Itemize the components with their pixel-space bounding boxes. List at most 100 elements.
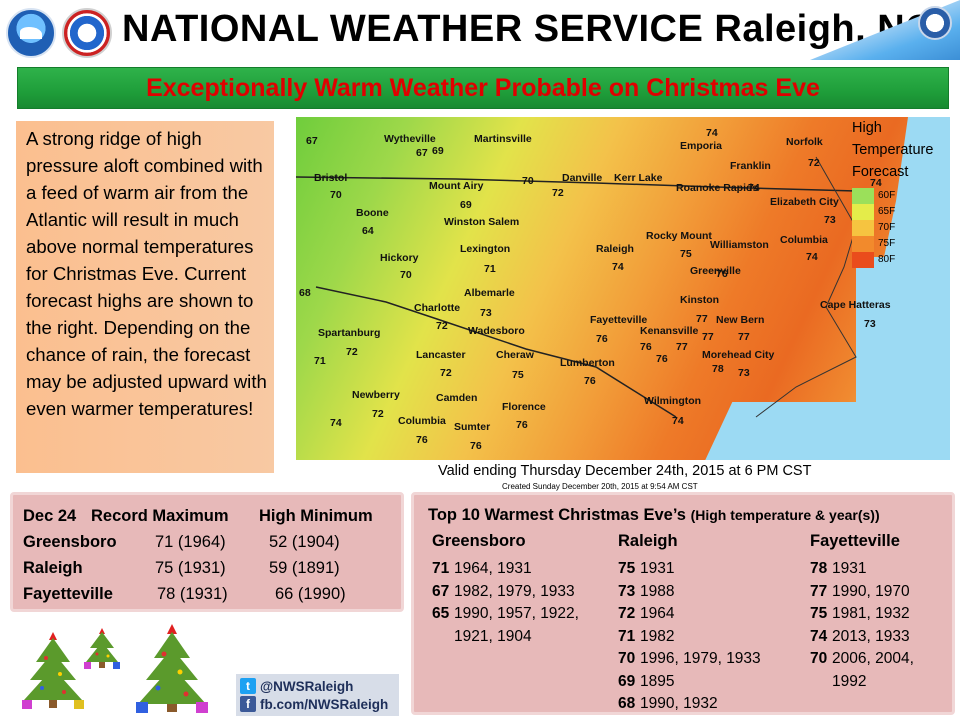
map-city-label: Franklin [730, 160, 771, 172]
map-city-label: Newberry [352, 389, 400, 401]
top10-entry: 69 1895 [618, 671, 808, 694]
description-box: A strong ridge of high pressure aloft co… [16, 121, 274, 473]
legend-swatch [852, 236, 874, 252]
top10-temp: 65 [432, 605, 450, 622]
record-city: Raleigh [23, 559, 83, 577]
record-max: 75 (1931) [155, 559, 226, 577]
top10-years: 1982 [640, 627, 675, 645]
map-temp-value: 72 [552, 187, 564, 199]
map-city-label: Lancaster [416, 349, 466, 361]
top10-box: Top 10 Warmest Christmas Eve’s (High tem… [411, 492, 955, 715]
records-date: Dec 24 [23, 507, 77, 525]
map-city-label: Columbia [398, 415, 446, 427]
map-city-label: Emporia [680, 140, 723, 152]
map-temp-value: 74 [612, 261, 624, 273]
top10-entry: 70 1996, 1979, 1933 [618, 648, 808, 671]
map-temp-value: 76 [470, 440, 482, 452]
map-city-label: Hickory [380, 252, 419, 264]
map-city-label: Bristol [314, 172, 348, 184]
map-city-label: Lumberton [560, 357, 615, 369]
map-temp-value: 76 [596, 333, 608, 345]
created-time: Created Sunday December 20th, 2015 at 9:… [502, 482, 698, 491]
legend-label: 60F [878, 190, 896, 201]
legend-swatch [852, 204, 874, 220]
map-temp-value: 69 [432, 145, 444, 157]
top10-temp: 69 [618, 672, 636, 690]
forecast-map: Wytheville 67 Martinsville 70 Danville 72 Empo… [296, 117, 950, 460]
record-row: Fayetteville 78 (1931) 66 (1990) [23, 585, 393, 607]
map-temp-value: 74 [330, 417, 342, 429]
christmas-tree-icon [82, 626, 122, 670]
map-city-label: Camden [436, 392, 478, 404]
legend-label: 75F [878, 238, 896, 249]
legend-label: 65F [878, 206, 896, 217]
map-city-label: Cape Hatteras [820, 299, 891, 311]
top10-years: 1931 [640, 560, 675, 577]
map-city-label: Raleigh [596, 243, 634, 255]
map-city-label: Kerr Lake [614, 172, 663, 184]
map-city-label: Martinsville [474, 133, 532, 145]
map-temp-value: 71 [484, 263, 496, 275]
top10-temp: 75 [810, 605, 828, 622]
top10-temp: 71 [618, 627, 636, 645]
map-temp-value: 69 [460, 199, 472, 211]
map-city-label: Lexington [460, 243, 511, 255]
map-city-label: Wadesboro [468, 325, 525, 337]
doc-seal-icon [918, 6, 952, 40]
map-temp-value: 71 [314, 355, 326, 367]
top10-years: 1988 [640, 582, 675, 600]
map-temp-value: 72 [372, 408, 384, 420]
top10-entry: 65 1990, 1957, 1922, 1921, 1904 [432, 603, 612, 648]
record-min: 66 (1990) [275, 585, 346, 603]
record-max: 71 (1964) [155, 533, 226, 551]
map-city-label: Charlotte [414, 302, 461, 314]
page-title: NATIONAL WEATHER SERVICE Raleigh, NC [122, 8, 934, 50]
map-temp-value: 76 [416, 434, 428, 446]
top10-entry: 67 1982, 1979, 1933 [432, 581, 612, 604]
top10-temp: 70 [618, 650, 636, 667]
legend-title: High Temperature Forecast [852, 117, 952, 183]
top10-column: 75 1931 73 1988 72 1964 71 1982 70 1996, 197… [618, 558, 808, 716]
map-temp-value: 77 [702, 331, 714, 343]
twitter-icon: t [240, 678, 256, 694]
map-city-label: Greenville [690, 265, 741, 277]
map-temp-value: 64 [362, 225, 374, 237]
map-temp-value: 74 [806, 251, 818, 263]
map-temp-value: 77 [676, 341, 688, 353]
top10-years: 1895 [640, 672, 675, 690]
headline-banner: Exceptionally Warm Weather Probable on C… [17, 67, 949, 109]
top10-entry: 75 1931 [618, 558, 808, 581]
top10-column-header: Greensboro [432, 532, 526, 550]
top10-column: 71 1964, 1931 67 1982, 1979, 1933 65 1990,… [432, 558, 612, 648]
map-city-label: Kinston [680, 294, 720, 306]
top10-years: 2013, 1933 [832, 627, 910, 645]
map-city-label: Mount Airy [429, 180, 484, 192]
map-city-label: Columbia [780, 234, 828, 246]
top10-years: 2006, 2004, 1992 [832, 650, 914, 690]
map-temp-value: 72 [440, 367, 452, 379]
map-temp-value: 72 [808, 157, 820, 169]
top10-temp: 78 [810, 560, 828, 577]
map-temp-value: 70 [330, 189, 342, 201]
top10-entry: 78 1931 [810, 558, 950, 581]
map-city-label: Danville [562, 172, 603, 184]
social-links: t @NWSRaleigh f fb.com/NWSRaleigh [236, 674, 399, 716]
headline-text: Exceptionally Warm Weather Probable on C… [146, 73, 820, 102]
top10-years: 1964 [640, 605, 675, 622]
record-row: Greensboro 71 (1964) 52 (1904) [23, 533, 393, 555]
map-temp-value: 76 [716, 268, 728, 280]
christmas-tree-icon [132, 622, 212, 714]
facebook-icon: f [240, 696, 256, 712]
top10-title-text: Top 10 Warmest Christmas Eve’s [428, 506, 686, 524]
twitter-link[interactable]: t @NWSRaleigh [240, 678, 353, 694]
top10-temp: 75 [618, 560, 636, 577]
facebook-url: fb.com/NWSRaleigh [260, 696, 389, 712]
top10-temp: 77 [810, 582, 828, 600]
top10-entry: 77 1990, 1970 [810, 581, 950, 604]
record-min: 52 (1904) [269, 533, 340, 551]
facebook-link[interactable]: f fb.com/NWSRaleigh [240, 696, 388, 712]
map-city-label: Wilmington [644, 395, 702, 407]
top10-years: 1990, 1970 [832, 582, 910, 600]
top10-years: 1990, 1957, 1922, 1921, 1904 [454, 605, 579, 645]
map-city-label: Boone [356, 207, 389, 219]
